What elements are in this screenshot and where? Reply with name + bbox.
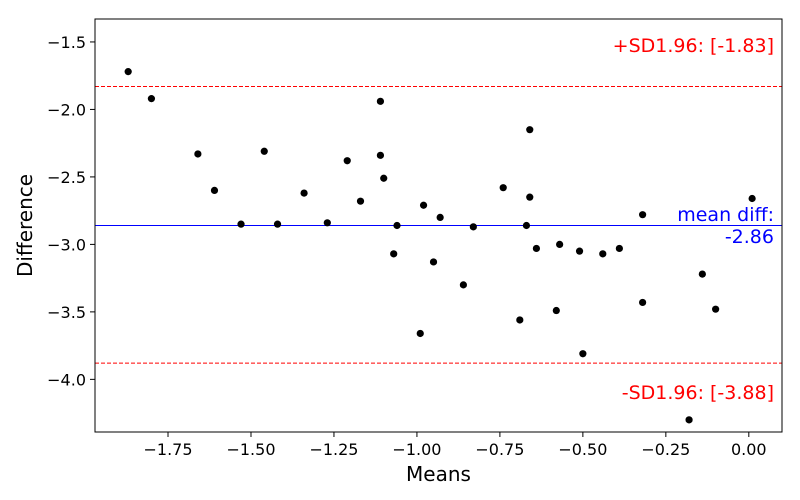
data-points (124, 68, 756, 424)
data-point (194, 150, 202, 158)
y-tick-label: −3.5 (47, 303, 86, 322)
data-point (615, 244, 623, 253)
y-tick-label: −4.0 (47, 370, 86, 389)
data-point (390, 250, 398, 258)
data-point (712, 305, 720, 313)
data-point (260, 147, 268, 155)
data-point (639, 211, 647, 219)
data-point (436, 213, 444, 222)
data-point (685, 416, 693, 424)
data-point (575, 247, 584, 255)
x-axis-label: Means (406, 462, 471, 486)
data-point (552, 306, 560, 315)
x-tick-label: −0.50 (558, 440, 607, 459)
data-point (748, 194, 756, 203)
data-point (380, 174, 388, 182)
data-point (556, 240, 564, 248)
y-tick-label: −2.0 (47, 100, 86, 119)
data-point (469, 223, 477, 231)
data-point (599, 250, 607, 258)
data-point (516, 316, 524, 324)
data-point (429, 258, 438, 266)
x-tick-label: −1.00 (392, 440, 441, 459)
mean-diff-annotation-title: mean diff: (677, 204, 774, 226)
data-point (376, 151, 385, 159)
data-point (526, 193, 534, 201)
data-point (393, 221, 401, 230)
data-point (343, 157, 351, 165)
data-point (522, 221, 531, 230)
x-tick-label: −0.75 (475, 440, 524, 459)
data-point (273, 220, 282, 228)
data-point (639, 298, 647, 307)
y-tick-label: −3.0 (47, 235, 86, 254)
data-point (323, 219, 331, 227)
y-tick-label: −1.5 (47, 33, 86, 52)
data-point (210, 186, 219, 195)
data-point (459, 281, 467, 289)
lower-limit-annotation: -SD1.96: [-3.88] (622, 382, 774, 404)
reference-lines (95, 85, 782, 364)
data-point (237, 220, 245, 228)
plot-frame (94, 18, 783, 433)
x-tick-label: −1.50 (226, 440, 275, 459)
data-point (416, 329, 424, 338)
data-point (356, 197, 365, 205)
data-point (532, 244, 541, 253)
x-axis-ticks: −1.75 −1.50 −1.25 −1.00 −0.75 −0.50 −0.25 0.00 (143, 432, 767, 459)
data-point (124, 68, 132, 76)
data-point (499, 184, 507, 192)
data-point (698, 270, 706, 278)
x-tick-label: 0.00 (731, 440, 767, 459)
data-point (147, 95, 156, 103)
upper-limit-annotation: +SD1.96: [-1.83] (613, 35, 774, 57)
data-point (419, 201, 428, 209)
y-tick-label: −2.5 (47, 168, 86, 187)
y-axis-ticks: −1.5 −2.0 −2.5 −3.0 −3.5 −4.0 (47, 33, 95, 389)
data-point (526, 126, 534, 134)
y-axis-label: Difference (13, 174, 37, 277)
mean-diff-annotation-value: -2.86 (725, 226, 774, 248)
data-point (579, 350, 587, 358)
data-point (376, 97, 385, 105)
x-tick-label: −1.75 (143, 440, 192, 459)
x-tick-label: −0.25 (641, 440, 690, 459)
data-point (300, 189, 308, 197)
x-tick-label: −1.25 (309, 440, 358, 459)
